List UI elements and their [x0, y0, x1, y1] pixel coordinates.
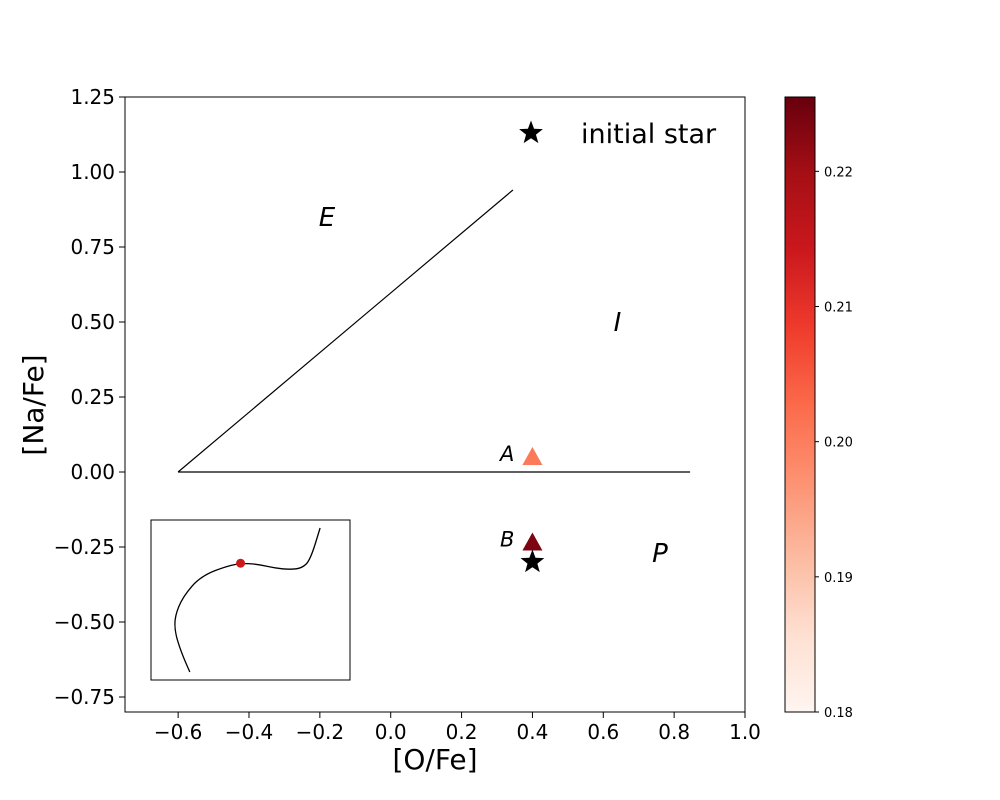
- x-tick-label: 0.6: [587, 720, 619, 744]
- x-tick-label: 0.0: [375, 720, 407, 744]
- y-tick-label: 1.00: [70, 160, 115, 184]
- region-label-p: P: [652, 539, 668, 569]
- x-tick-label: −0.6: [154, 720, 203, 744]
- colorbar-tick-label: 0.21: [824, 301, 853, 316]
- y-tick-label: 0.75: [70, 235, 115, 259]
- x-axis-ticks: −0.6 −0.4 −0.2 0.0 0.2 0.4 0.6 0.8 1.0: [154, 712, 761, 744]
- colorbar-tick-label: 0.19: [824, 571, 853, 586]
- x-tick-label: −0.2: [296, 720, 345, 744]
- colorbar-tick-label: 0.20: [824, 436, 853, 451]
- y-tick-label: 0.25: [70, 385, 115, 409]
- data-points: AB: [498, 442, 545, 573]
- colorbar-tick-label: 0.18: [824, 706, 853, 721]
- triangle-marker-b: [522, 532, 543, 551]
- x-axis-title: [O/Fe]: [392, 743, 477, 776]
- y-tick-label: −0.50: [54, 610, 115, 634]
- y-axis-title: [Na/Fe]: [17, 354, 50, 455]
- inset-frame: [150, 519, 351, 681]
- y-tick-label: −0.25: [54, 535, 115, 559]
- region-labels: E I P: [319, 203, 668, 569]
- x-tick-label: 0.2: [446, 720, 478, 744]
- legend-star-marker: [519, 120, 543, 144]
- colorbar-ticks: 0.18 0.19 0.20 0.21 0.22: [815, 165, 853, 721]
- colorbar: 0.18 0.19 0.20 0.21 0.22: [784, 96, 853, 721]
- point-label-a: A: [498, 442, 514, 466]
- y-tick-label: −0.75: [54, 685, 115, 709]
- y-axis-ticks: 1.25 1.00 0.75 0.50 0.25 0.00 −0.25 −0.50 −0.75: [54, 85, 125, 709]
- x-tick-label: −0.4: [225, 720, 274, 744]
- region-boundary-line: [177, 189, 514, 473]
- colorbar-gradient: [784, 96, 816, 713]
- inset-panel: [150, 519, 351, 681]
- y-tick-label: 1.25: [70, 85, 115, 109]
- legend: initial star: [519, 119, 717, 150]
- y-tick-label: 0.00: [70, 460, 115, 484]
- legend-label: initial star: [581, 119, 717, 150]
- colorbar-tick-label: 0.22: [824, 165, 853, 180]
- x-tick-label: 1.0: [729, 720, 761, 744]
- x-tick-label: 0.8: [658, 720, 690, 744]
- region-label-e: E: [319, 203, 336, 233]
- x-tick-label: 0.4: [517, 720, 549, 744]
- region-label-i: I: [614, 308, 622, 338]
- triangle-marker-a: [522, 447, 543, 465]
- inset-curve: [174, 527, 321, 673]
- point-label-b: B: [500, 528, 514, 552]
- region-boundaries: [177, 189, 691, 473]
- inset-marker: [236, 558, 246, 568]
- star-marker: [520, 549, 545, 573]
- y-tick-label: 0.50: [70, 310, 115, 334]
